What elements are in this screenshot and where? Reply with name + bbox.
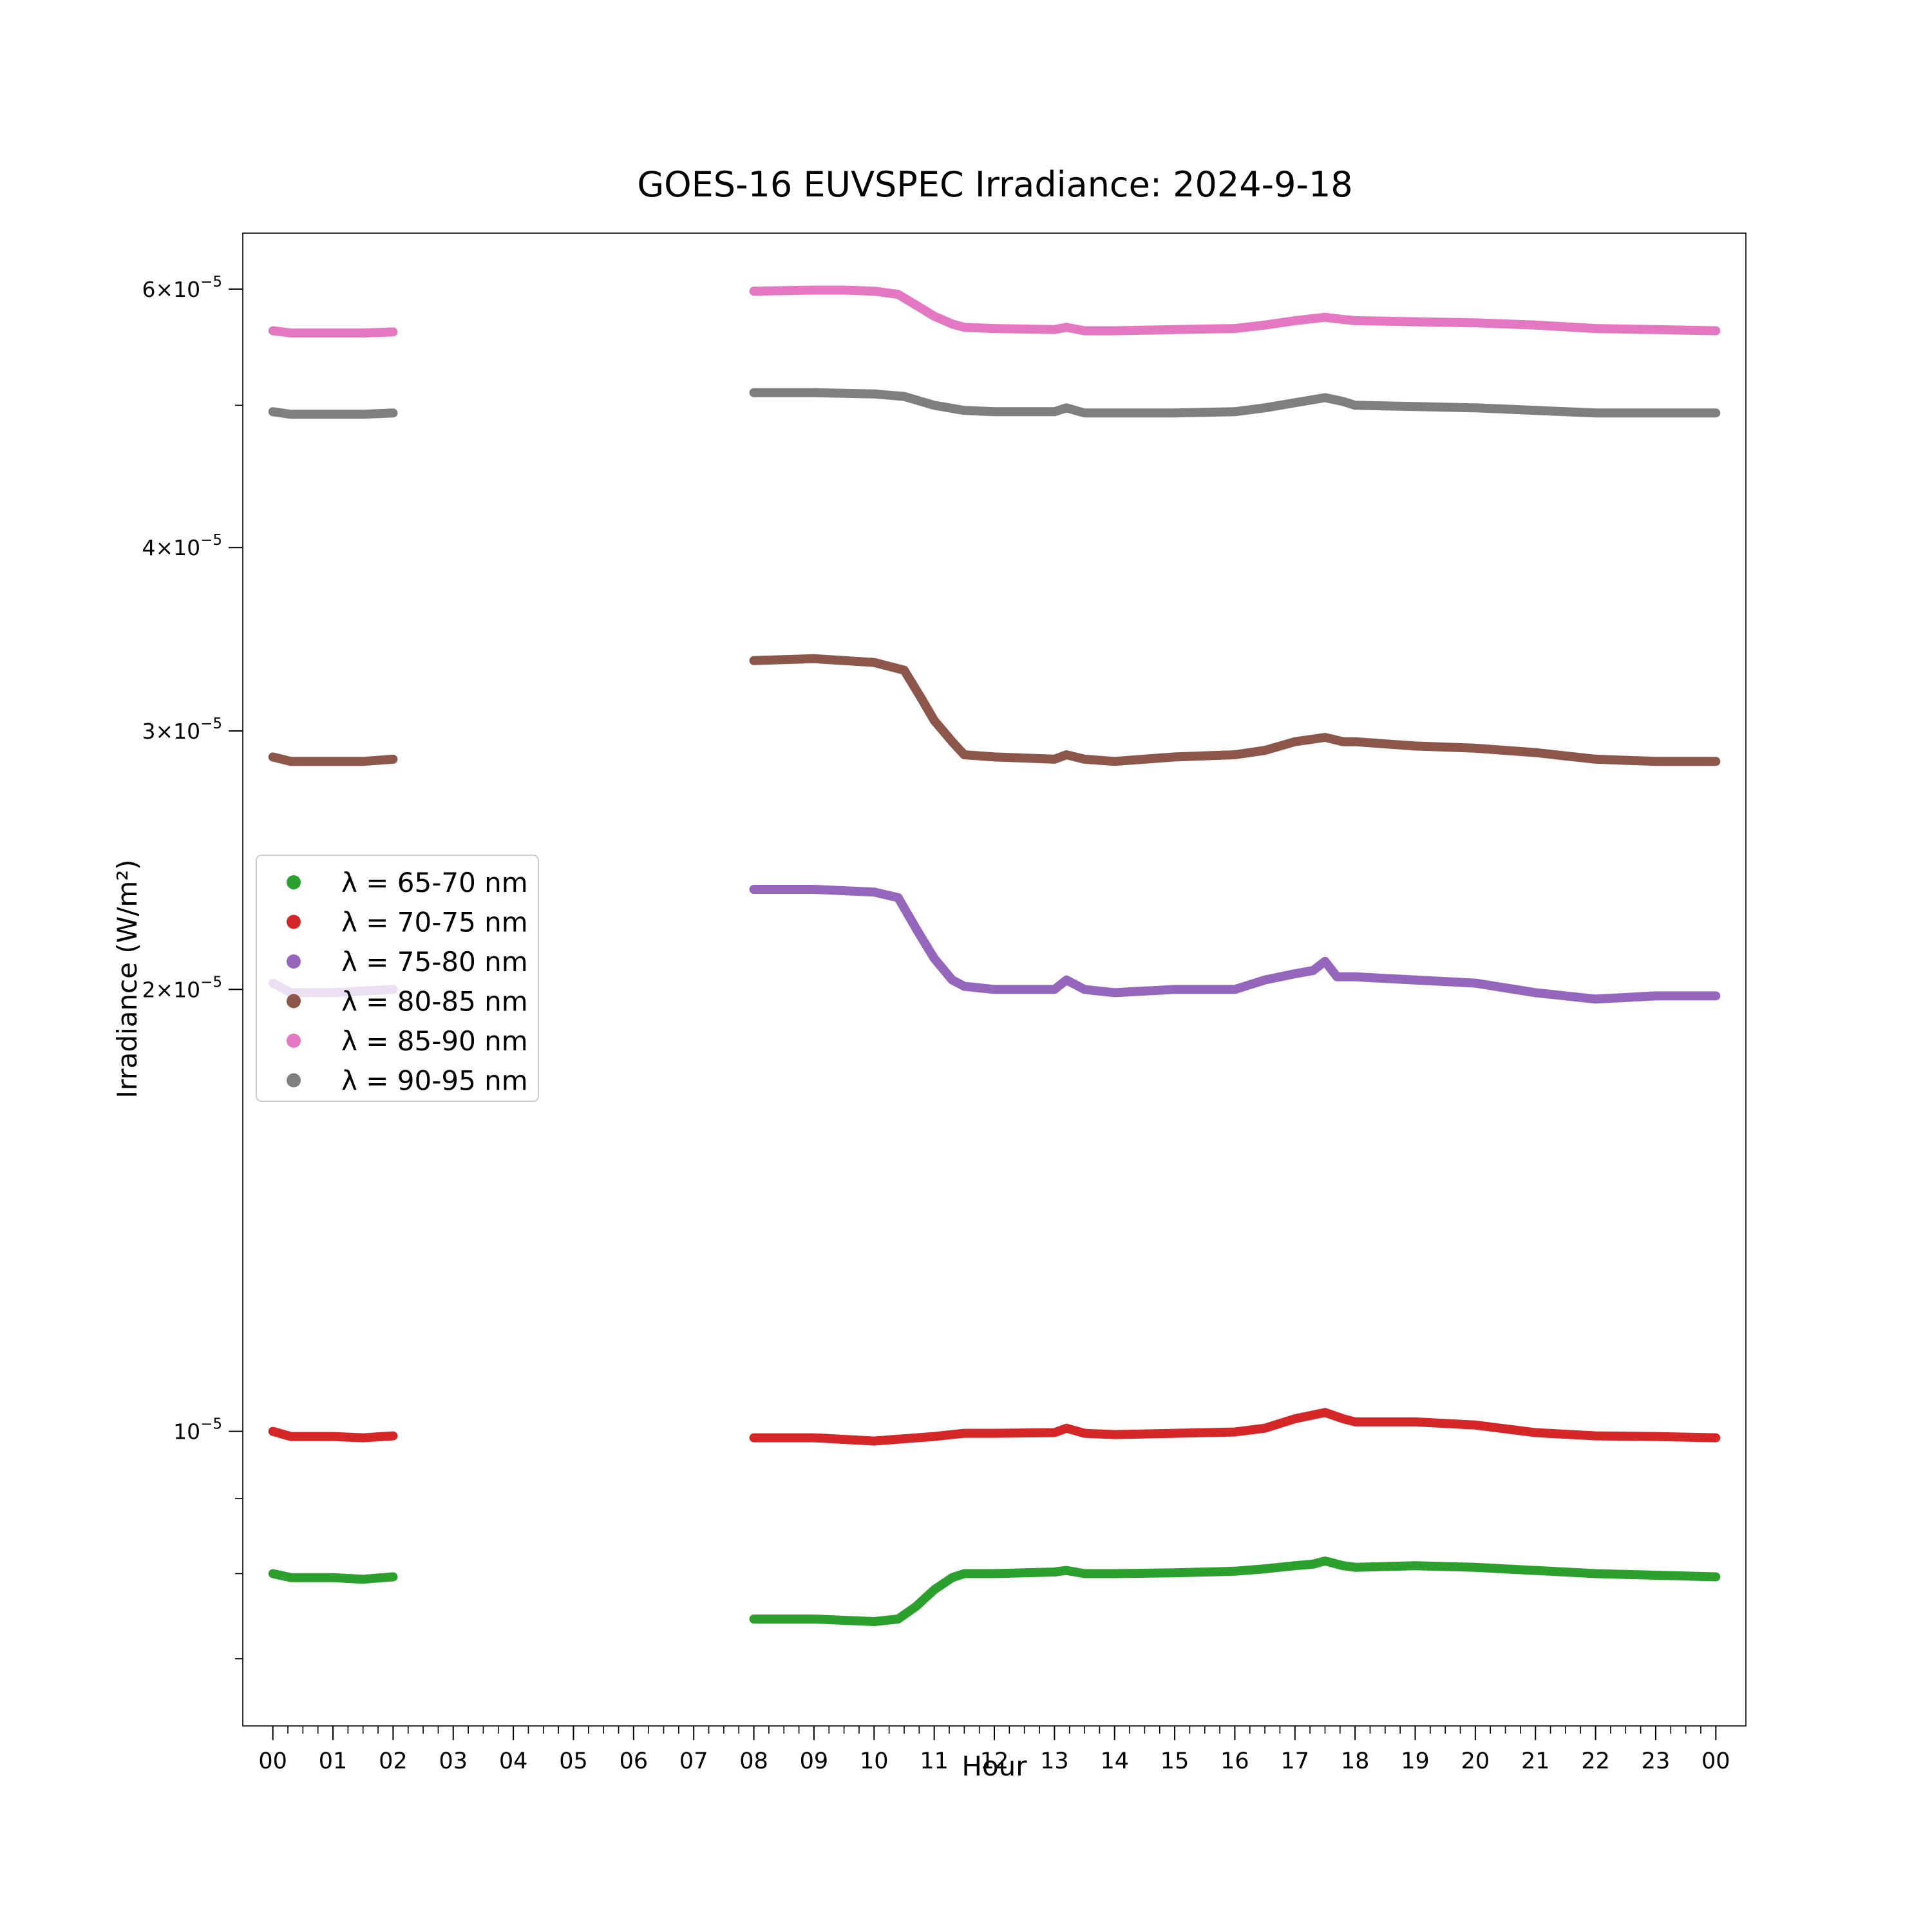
series-0-line-segment-0 [268,1569,398,1584]
x-tick-label: 16 [1220,1748,1249,1774]
legend-marker [287,994,301,1009]
x-tick-label: 09 [800,1748,829,1774]
x-tick-label: 22 [1581,1748,1610,1774]
x-tick-label: 14 [1100,1748,1129,1774]
x-tick-label: 11 [920,1748,949,1774]
y-axis: 10−5 2×10−5 3×10−5 4×10−5 6×10−5 [142,274,243,1660]
legend-entry-label: λ = 80-85 nm [341,986,528,1018]
x-tick-label: 05 [559,1748,588,1774]
x-tick-label: 04 [499,1748,528,1774]
y-tick-label: 10−5 [173,1416,222,1444]
chart-title: GOES-16 EUVSPEC Irradiance: 2024-9-18 [637,164,1352,205]
legend-marker [287,1073,301,1088]
x-tick-label: 18 [1341,1748,1370,1774]
plot-area [268,285,1721,1626]
x-tick-label: 10 [860,1748,889,1774]
x-tick-label: 06 [620,1748,649,1774]
series-1-line-segment-1 [749,1408,1721,1446]
legend-marker [287,914,301,929]
x-tick-label: 00 [1701,1748,1730,1774]
legend-entry-label: λ = 90-95 nm [341,1065,528,1097]
x-tick-label: 03 [439,1748,468,1774]
series-1-line-segment-0 [268,1426,398,1443]
x-tick-label: 12 [980,1748,1009,1774]
legend-frame [256,855,539,1102]
series-3-line-segment-1 [749,654,1721,766]
x-tick-label: 08 [739,1748,768,1774]
x-axis: 00 01 02 03 04 05 06 07 08 09 10 11 12 13 14 15 16 17 18 19… [258,1726,1730,1774]
x-tick-label: 15 [1160,1748,1189,1774]
x-tick-label: 07 [679,1748,708,1774]
y-tick-label: 6×10−5 [142,274,222,302]
legend-marker [287,954,301,969]
series-5-line-segment-1 [749,388,1721,418]
series-5-line-segment-0 [268,407,398,419]
x-axis-label: Hour [961,1750,1027,1782]
x-tick-label: 23 [1642,1748,1671,1774]
x-tick-label: 19 [1401,1748,1430,1774]
legend-entry-label: λ = 65-70 nm [341,867,528,898]
legend-entry-label: λ = 85-90 nm [341,1025,528,1057]
series-0-line-segment-1 [749,1556,1721,1626]
series-2-line-segment-1 [749,885,1721,1004]
x-tick-label: 20 [1461,1748,1490,1774]
series-3-line-segment-0 [268,752,398,766]
legend-marker [287,875,301,889]
x-tick-label: 01 [319,1748,348,1774]
y-tick-label: 2×10−5 [142,974,222,1002]
y-tick-label: 3×10−5 [142,715,222,744]
series-4-line-segment-0 [268,326,398,338]
legend: λ = 65-70 nm λ = 70-75 nm λ = 75-80 nm λ = … [256,855,539,1102]
x-tick-label: 00 [258,1748,287,1774]
x-tick-label: 02 [379,1748,408,1774]
x-tick-label: 17 [1281,1748,1310,1774]
y-tick-label: 4×10−5 [142,532,222,560]
y-axis-label: Irradiance (W/m²) [111,859,143,1098]
x-tick-label: 21 [1521,1748,1550,1774]
legend-entry-label: λ = 75-80 nm [341,946,528,978]
x-tick-label: 13 [1040,1748,1069,1774]
legend-entry-label: λ = 70-75 nm [341,907,528,938]
series-4-line-segment-1 [749,285,1721,336]
legend-marker [287,1034,301,1048]
